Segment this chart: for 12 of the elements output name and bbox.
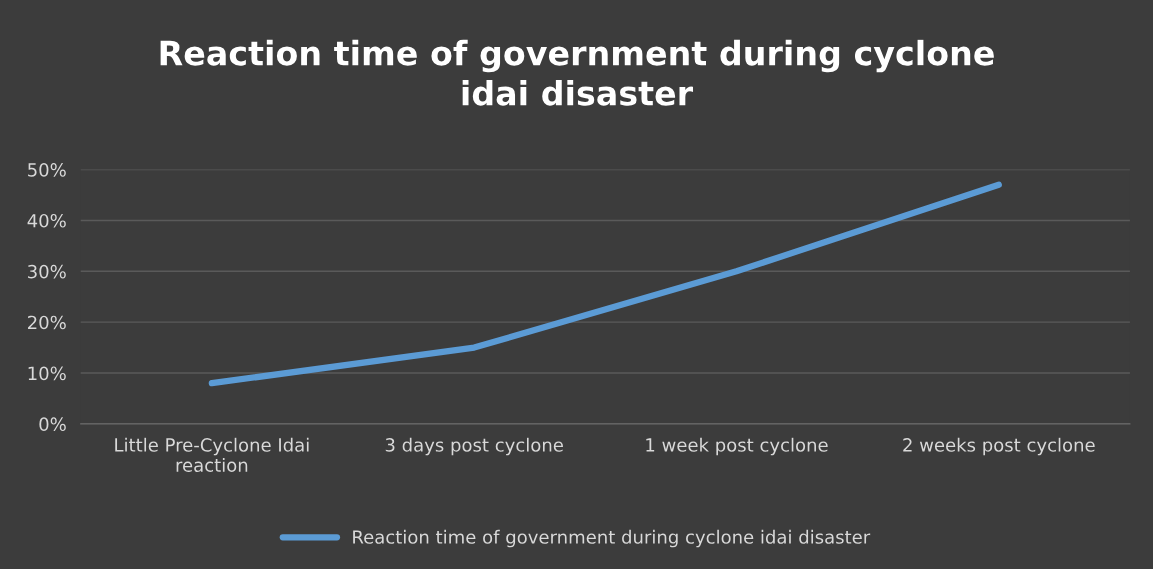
x-tick-label: 3 days post cyclone [385,437,563,456]
y-tick-label: 0% [39,417,66,432]
y-tick-label: 40% [27,213,66,228]
y-tick-label: 30% [28,264,66,279]
chart-title: Reaction time of government during cyclone idai disaster [160,39,994,106]
x-tick-label: Little Pre-Cyclone Idai reaction [115,437,309,472]
legend-label: Reaction time of government during cyclone idai disaster [353,529,871,548]
y-tick-label: 20% [28,315,66,330]
x-tick-label: 1 week post cyclone [646,437,828,456]
x-tick-label: 2 weeks post cyclone [903,437,1095,456]
y-tick-label: 10% [28,366,66,381]
y-tick-label: 50% [28,163,66,177]
